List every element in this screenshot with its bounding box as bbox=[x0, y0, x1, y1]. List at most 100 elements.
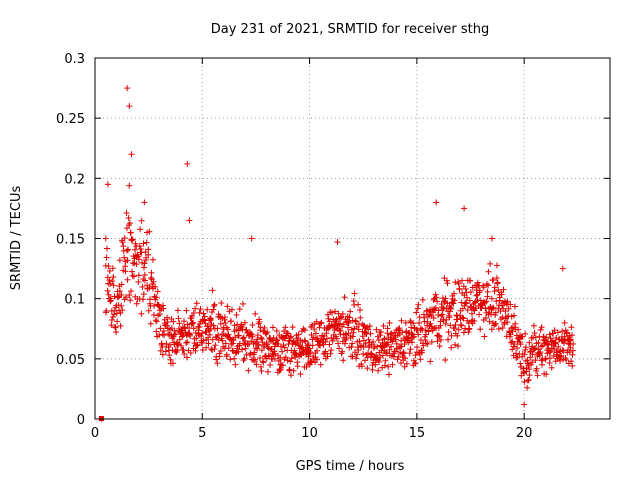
data-point bbox=[228, 318, 235, 325]
data-point bbox=[392, 336, 399, 343]
data-point bbox=[357, 314, 364, 321]
data-point bbox=[434, 338, 441, 345]
data-point bbox=[532, 334, 539, 341]
data-point bbox=[131, 273, 138, 280]
data-point bbox=[500, 286, 507, 293]
data-point bbox=[423, 331, 430, 338]
data-point bbox=[353, 355, 360, 362]
data-point bbox=[467, 277, 474, 284]
data-point bbox=[537, 349, 544, 356]
data-point bbox=[409, 334, 416, 341]
data-point bbox=[476, 311, 483, 318]
data-point bbox=[122, 263, 129, 270]
data-point bbox=[314, 335, 321, 342]
data-point bbox=[108, 322, 115, 329]
data-point bbox=[430, 314, 437, 321]
data-point bbox=[463, 289, 470, 296]
data-point bbox=[512, 320, 519, 327]
data-point bbox=[551, 327, 558, 334]
data-point bbox=[139, 283, 146, 290]
data-point bbox=[480, 284, 487, 291]
data-point bbox=[301, 337, 308, 344]
data-point bbox=[433, 199, 440, 206]
data-point bbox=[532, 357, 539, 364]
data-point bbox=[362, 330, 369, 337]
data-point bbox=[504, 319, 511, 326]
data-point bbox=[241, 319, 248, 326]
data-point bbox=[564, 349, 571, 356]
data-point bbox=[567, 336, 574, 343]
data-point bbox=[345, 319, 352, 326]
data-point bbox=[146, 296, 153, 303]
data-point bbox=[270, 351, 277, 358]
data-point bbox=[542, 355, 549, 362]
data-point bbox=[271, 350, 278, 357]
data-point bbox=[290, 338, 297, 345]
data-point bbox=[286, 366, 293, 373]
data-point bbox=[254, 345, 261, 352]
data-point bbox=[553, 334, 560, 341]
data-point bbox=[424, 307, 431, 314]
data-point bbox=[137, 246, 144, 253]
data-point bbox=[377, 332, 384, 339]
data-point bbox=[546, 331, 553, 338]
data-point bbox=[141, 199, 148, 206]
data-point bbox=[199, 346, 206, 353]
data-point bbox=[137, 226, 144, 233]
data-point bbox=[471, 318, 478, 325]
data-point bbox=[303, 363, 310, 370]
data-point bbox=[463, 294, 470, 301]
data-point bbox=[288, 372, 295, 379]
data-point bbox=[358, 343, 365, 350]
data-point bbox=[311, 326, 318, 333]
data-point bbox=[256, 318, 263, 325]
data-point bbox=[503, 300, 510, 307]
data-point bbox=[164, 314, 171, 321]
data-point bbox=[488, 295, 495, 302]
data-point bbox=[273, 327, 280, 334]
data-point bbox=[561, 319, 568, 326]
data-point bbox=[323, 330, 330, 337]
y-tick-label: 0.05 bbox=[56, 353, 85, 368]
data-point bbox=[118, 291, 125, 298]
data-point bbox=[459, 314, 466, 321]
data-point bbox=[256, 355, 263, 362]
data-point bbox=[174, 340, 181, 347]
data-point bbox=[400, 350, 407, 357]
data-point bbox=[477, 326, 484, 333]
data-point bbox=[464, 307, 471, 314]
data-point bbox=[200, 310, 207, 317]
data-point bbox=[448, 305, 455, 312]
data-point bbox=[146, 228, 153, 235]
data-point bbox=[412, 360, 419, 367]
data-point bbox=[427, 358, 434, 365]
data-point bbox=[457, 321, 464, 328]
data-point bbox=[203, 328, 210, 335]
data-point bbox=[487, 260, 494, 267]
data-point bbox=[334, 239, 341, 246]
data-point bbox=[225, 345, 232, 352]
data-point bbox=[492, 320, 499, 327]
data-point bbox=[471, 299, 478, 306]
data-point bbox=[279, 362, 286, 369]
data-point bbox=[333, 316, 340, 323]
data-point bbox=[398, 317, 405, 324]
data-point bbox=[416, 320, 423, 327]
data-point bbox=[245, 367, 252, 374]
data-point bbox=[312, 330, 319, 337]
data-point bbox=[522, 346, 529, 353]
data-point bbox=[560, 347, 567, 354]
data-point bbox=[112, 324, 119, 331]
data-point bbox=[524, 377, 531, 384]
data-point bbox=[221, 314, 228, 321]
x-tick-label: 0 bbox=[91, 426, 99, 441]
data-point bbox=[247, 350, 254, 357]
data-point bbox=[317, 361, 324, 368]
data-point bbox=[524, 384, 531, 391]
data-point bbox=[129, 236, 136, 243]
data-point bbox=[135, 256, 142, 263]
data-point bbox=[254, 332, 261, 339]
data-point bbox=[455, 343, 462, 350]
data-point bbox=[537, 326, 544, 333]
data-point bbox=[175, 341, 182, 348]
